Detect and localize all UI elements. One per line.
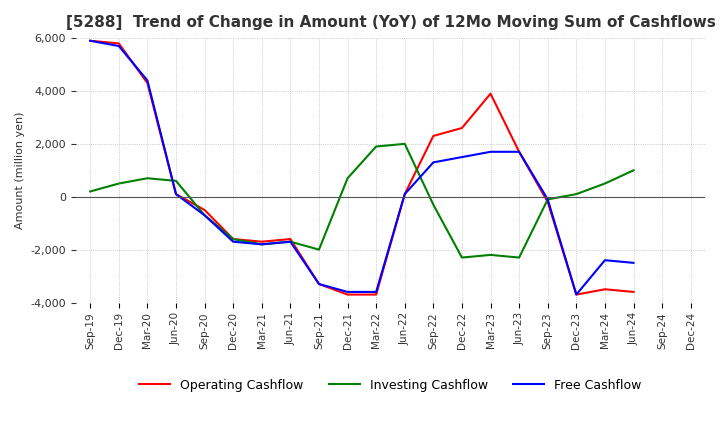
Line: Free Cashflow: Free Cashflow [90, 41, 634, 294]
Operating Cashflow [114, 41, 123, 46]
Investing Cashflow [458, 255, 467, 260]
Investing Cashflow [629, 168, 638, 173]
Free Cashflow [286, 239, 294, 244]
Operating Cashflow [315, 281, 323, 286]
Investing Cashflow [258, 242, 266, 247]
Free Cashflow [486, 149, 495, 154]
Operating Cashflow [515, 149, 523, 154]
Operating Cashflow [171, 191, 180, 197]
Free Cashflow [572, 292, 580, 297]
Operating Cashflow [486, 91, 495, 96]
Operating Cashflow [86, 38, 94, 44]
Free Cashflow [400, 191, 409, 197]
Free Cashflow [515, 149, 523, 154]
Operating Cashflow [458, 125, 467, 131]
Operating Cashflow [258, 239, 266, 244]
Free Cashflow [258, 242, 266, 247]
Free Cashflow [200, 213, 209, 218]
Investing Cashflow [372, 144, 380, 149]
Free Cashflow [343, 289, 352, 294]
Y-axis label: Amount (million yen): Amount (million yen) [15, 112, 25, 229]
Investing Cashflow [429, 202, 438, 207]
Investing Cashflow [600, 181, 609, 186]
Operating Cashflow [544, 199, 552, 205]
Line: Operating Cashflow: Operating Cashflow [90, 41, 634, 294]
Free Cashflow [143, 78, 152, 83]
Investing Cashflow [343, 176, 352, 181]
Free Cashflow [429, 160, 438, 165]
Investing Cashflow [544, 197, 552, 202]
Investing Cashflow [286, 239, 294, 244]
Operating Cashflow [343, 292, 352, 297]
Investing Cashflow [143, 176, 152, 181]
Investing Cashflow [400, 141, 409, 147]
Operating Cashflow [200, 207, 209, 213]
Operating Cashflow [372, 292, 380, 297]
Legend: Operating Cashflow, Investing Cashflow, Free Cashflow: Operating Cashflow, Investing Cashflow, … [134, 374, 647, 397]
Free Cashflow [458, 154, 467, 160]
Free Cashflow [629, 260, 638, 265]
Investing Cashflow [515, 255, 523, 260]
Investing Cashflow [114, 181, 123, 186]
Free Cashflow [315, 281, 323, 286]
Free Cashflow [86, 38, 94, 44]
Free Cashflow [171, 191, 180, 197]
Investing Cashflow [229, 236, 238, 242]
Free Cashflow [229, 239, 238, 244]
Operating Cashflow [229, 236, 238, 242]
Operating Cashflow [286, 236, 294, 242]
Investing Cashflow [315, 247, 323, 252]
Investing Cashflow [86, 189, 94, 194]
Investing Cashflow [171, 178, 180, 183]
Operating Cashflow [572, 292, 580, 297]
Line: Investing Cashflow: Investing Cashflow [90, 144, 634, 257]
Operating Cashflow [600, 286, 609, 292]
Investing Cashflow [200, 213, 209, 218]
Operating Cashflow [400, 191, 409, 197]
Free Cashflow [544, 197, 552, 202]
Free Cashflow [114, 44, 123, 49]
Operating Cashflow [143, 81, 152, 86]
Title: [5288]  Trend of Change in Amount (YoY) of 12Mo Moving Sum of Cashflows: [5288] Trend of Change in Amount (YoY) o… [66, 15, 716, 30]
Free Cashflow [372, 289, 380, 294]
Operating Cashflow [629, 289, 638, 294]
Free Cashflow [600, 257, 609, 263]
Operating Cashflow [429, 133, 438, 139]
Investing Cashflow [572, 191, 580, 197]
Investing Cashflow [486, 252, 495, 257]
